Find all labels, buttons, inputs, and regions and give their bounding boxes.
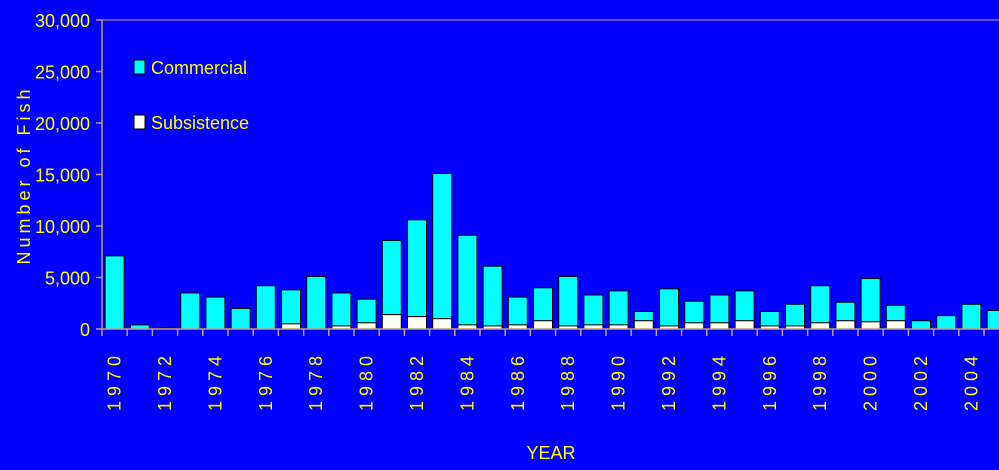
bar-subsistence-1983 <box>432 318 453 330</box>
bar-commercial-1989 <box>583 294 604 326</box>
bar-commercial-1970 <box>104 255 125 330</box>
y-tick-label: 5,000 <box>45 269 90 289</box>
bar-subsistence-1998 <box>810 322 831 330</box>
bar-commercial-2004 <box>961 303 982 330</box>
x-tick-label-1998: 1998 <box>810 351 830 411</box>
bar-commercial-2000 <box>860 278 881 323</box>
bar-commercial-1987 <box>533 287 553 322</box>
bar-commercial-1997 <box>785 303 805 327</box>
x-tick-label-1978: 1978 <box>306 351 326 411</box>
bar-commercial-1976 <box>255 285 276 330</box>
bar-commercial-1979 <box>331 292 352 327</box>
bar-commercial-2005 <box>986 309 999 330</box>
bar-subsistence-1999 <box>835 320 856 330</box>
bar-subsistence-1993 <box>684 322 705 330</box>
bar-commercial-1999 <box>835 301 856 322</box>
bar-commercial-1974 <box>205 296 226 330</box>
x-tick-label-1976: 1976 <box>256 351 276 411</box>
bar-commercial-1973 <box>180 292 201 330</box>
axes <box>96 19 999 336</box>
x-tick-label-1988: 1988 <box>558 351 578 411</box>
bar-commercial-1985 <box>482 265 503 327</box>
bar-commercial-1978 <box>306 275 327 330</box>
legend-swatch-commercial <box>133 59 146 75</box>
x-tick-label-1990: 1990 <box>609 351 629 411</box>
y-tick-label: 20,000 <box>35 114 90 134</box>
bar-subsistence-1981 <box>381 314 402 330</box>
x-tick-label-1972: 1972 <box>155 351 175 411</box>
legend-swatch-subsistence <box>133 114 146 130</box>
bar-commercial-1991 <box>633 310 654 322</box>
bar-commercial-1988 <box>558 275 579 327</box>
bar-commercial-1998 <box>810 285 831 324</box>
x-tick-label-1994: 1994 <box>709 351 729 411</box>
bar-commercial-1993 <box>684 300 705 324</box>
bar-subsistence-1977 <box>281 323 301 330</box>
y-tick-label: 0 <box>80 320 90 340</box>
bar-subsistence-1994 <box>709 322 730 330</box>
bar-commercial-1986 <box>507 296 528 326</box>
bar-commercial-1977 <box>281 289 301 325</box>
bar-commercial-1975 <box>230 307 251 330</box>
legend-label-subsistence: Subsistence <box>151 113 249 133</box>
bar-commercial-1994 <box>709 294 730 324</box>
y-tick-label: 25,000 <box>35 63 90 83</box>
x-tick-label-1992: 1992 <box>659 351 679 411</box>
x-tick-label-1980: 1980 <box>357 351 377 411</box>
x-tick-label-1984: 1984 <box>457 351 477 411</box>
legend: Commercial Subsistence <box>133 58 249 133</box>
bar-subsistence-2001 <box>885 320 906 330</box>
bar-subsistence-1995 <box>734 320 755 330</box>
bar-subsistence-1980 <box>356 322 377 330</box>
x-tick-label-2000: 2000 <box>861 351 881 411</box>
x-tick-label-2002: 2002 <box>911 351 931 411</box>
bar-commercial-1990 <box>608 290 629 326</box>
y-axis-label: Number of Fish <box>14 85 34 264</box>
y-tick-label: 10,000 <box>35 217 90 237</box>
x-tick-labels: 1970 1972 1974 1976 1978 1980 1982 1984 1986 1988… <box>105 351 982 411</box>
bar-commercial-1982 <box>407 219 427 318</box>
x-tick-label-1996: 1996 <box>760 351 780 411</box>
x-axis-label: YEAR <box>526 443 575 463</box>
bar-subsistence-1982 <box>407 316 427 330</box>
y-tick-label: 15,000 <box>35 166 90 186</box>
x-tick-label-1974: 1974 <box>205 351 225 411</box>
bars <box>104 172 999 330</box>
bar-commercial-1992 <box>659 288 679 327</box>
bar-subsistence-2000 <box>860 321 881 330</box>
bar-subsistence-1987 <box>533 320 553 330</box>
bar-commercial-2001 <box>885 304 906 322</box>
bar-commercial-1980 <box>356 298 377 324</box>
bar-subsistence-1991 <box>633 320 654 330</box>
y-tick-labels: 0 5,000 10,000 15,000 20,000 25,000 30,000 <box>35 11 90 340</box>
bar-commercial-1984 <box>457 234 478 326</box>
x-tick-label-1986: 1986 <box>508 351 528 411</box>
bar-commercial-1996 <box>759 310 780 327</box>
x-tick-label-2004: 2004 <box>961 351 981 411</box>
bar-commercial-1995 <box>734 290 755 322</box>
bar-commercial-2002 <box>911 320 931 330</box>
y-tick-label: 30,000 <box>35 11 90 31</box>
bar-commercial-1981 <box>381 239 402 316</box>
bar-commercial-2003 <box>936 315 957 330</box>
legend-label-commercial: Commercial <box>151 58 247 78</box>
bar-commercial-1983 <box>432 172 453 320</box>
x-tick-label-1970: 1970 <box>105 351 125 411</box>
x-tick-label-1982: 1982 <box>407 351 427 411</box>
